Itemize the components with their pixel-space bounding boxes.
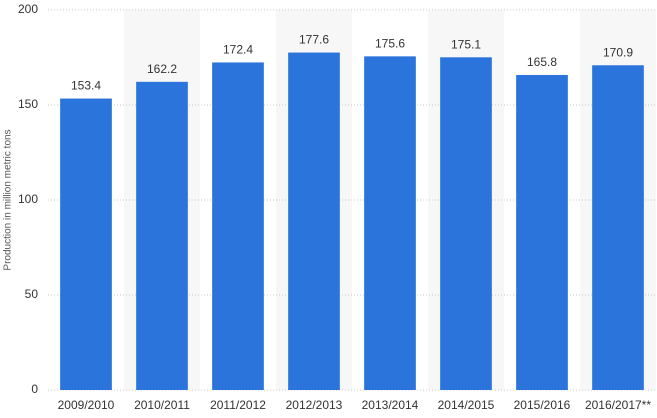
x-tick-label: 2011/2012 [210,398,266,412]
value-label: 175.6 [375,37,405,51]
y-tick-label: 100 [18,192,38,206]
x-tick-label: 2012/2013 [286,398,343,412]
bar [60,98,112,390]
value-label: 153.4 [71,79,101,93]
y-axis-label: Production in million metric tons [3,129,14,270]
y-tick-label: 200 [18,2,38,16]
x-tick-label: 2014/2015 [438,398,495,412]
bar [364,56,416,391]
value-label: 162.2 [147,62,177,76]
bar [136,81,188,390]
bar [440,57,492,391]
x-tick-label: 2013/2014 [362,398,419,412]
x-tick-label: 2010/2011 [134,398,190,412]
bar [212,62,264,390]
value-label: 172.4 [223,43,253,57]
value-label: 175.1 [451,37,481,51]
y-tick-label: 0 [31,382,38,396]
bar [592,65,644,390]
value-label: 177.6 [299,33,329,47]
x-tick-label: 2016/2017** [585,398,651,412]
bar [288,52,340,391]
value-label: 170.9 [603,45,633,59]
bar [516,74,568,390]
x-tick-label: 2015/2016 [514,398,571,412]
x-tick-label: 2009/2010 [58,398,115,412]
y-tick-label: 150 [18,97,38,111]
value-label: 165.8 [527,55,557,69]
y-tick-label: 50 [25,287,39,301]
